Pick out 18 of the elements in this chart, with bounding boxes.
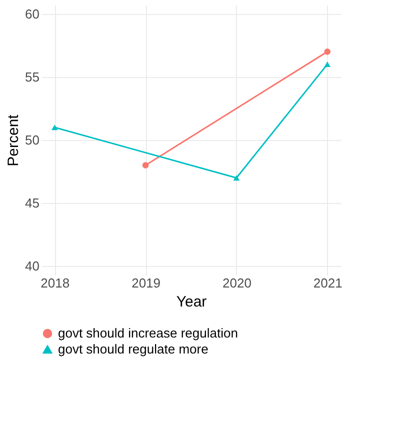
- legend-label: govt should regulate more: [58, 342, 208, 356]
- y-tick-label: 40: [25, 258, 40, 274]
- point: [51, 124, 58, 130]
- y-axis-title: Percent: [5, 114, 22, 166]
- y-tick-label: 55: [25, 69, 40, 84]
- y-tick-label: 50: [25, 132, 40, 148]
- point: [324, 48, 331, 55]
- x-tick-label: 2019: [132, 276, 161, 290]
- y-tick-label: 60: [25, 6, 40, 22]
- point: [142, 162, 149, 168]
- x-axis-title: Year: [176, 294, 207, 310]
- point: [233, 175, 240, 181]
- legend-label: govt should increase regulation: [58, 326, 238, 340]
- x-tick-label: 2020: [222, 276, 252, 290]
- x-tick-label: 2018: [40, 276, 70, 290]
- x-tick-label: 2021: [313, 276, 342, 290]
- point: [324, 62, 331, 68]
- y-tick-label: 45: [25, 196, 40, 211]
